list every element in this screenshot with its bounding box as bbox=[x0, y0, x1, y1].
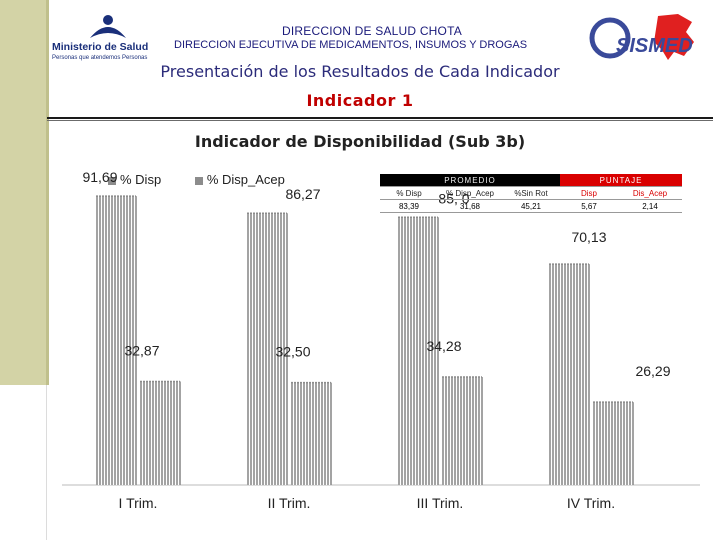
title-rule-thin bbox=[47, 120, 713, 121]
table-val-puntaje-dis-acep: 2,14 bbox=[618, 199, 682, 213]
x-tick-label-4: IV Trim. bbox=[567, 495, 615, 511]
data-label-disp-acep-4: 26,29 bbox=[635, 363, 670, 379]
indicator-label: Indicador 1 bbox=[306, 91, 414, 110]
table-col-sin-rot: %Sin Rot bbox=[502, 186, 560, 200]
table-val-puntaje-disp: 5,67 bbox=[560, 199, 618, 213]
sismed-logo: SISMED bbox=[589, 14, 694, 60]
x-tick-label-1: I Trim. bbox=[119, 495, 158, 511]
data-label-disp-1: 91,69 bbox=[82, 169, 117, 185]
subtitle: Presentación de los Resultados de Cada I… bbox=[160, 62, 560, 81]
table-group-puntaje: PUNTAJE bbox=[560, 174, 682, 187]
table-val-disp-acep: 31,68 bbox=[438, 199, 502, 213]
header-line-2: DIRECCION EJECUTIVA DE MEDICAMENTOS, INS… bbox=[174, 39, 528, 51]
x-tick-label-3: III Trim. bbox=[417, 495, 464, 511]
logo-left-text: Ministerio de Salud bbox=[52, 41, 148, 53]
logo-right-text: SISMED bbox=[616, 35, 693, 57]
left-lower-panel bbox=[0, 385, 47, 540]
table-val-disp: 83,39 bbox=[380, 199, 438, 213]
bar-disp-4 bbox=[549, 263, 590, 485]
data-label-disp-4: 70,13 bbox=[571, 229, 606, 245]
chart-title: Indicador de Disponibilidad (Sub 3b) bbox=[194, 132, 526, 151]
bar-disp-acep-4 bbox=[593, 401, 634, 485]
table-col-disp-acep: % Disp_Acep bbox=[438, 186, 502, 200]
legend-label-disp-acep: % Disp_Acep bbox=[206, 172, 285, 187]
x-tick-label-2: II Trim. bbox=[268, 495, 311, 511]
table-val-sin-rot: 45,21 bbox=[502, 199, 560, 213]
bar-disp-acep-1 bbox=[140, 380, 181, 485]
data-label-disp-2: 86,27 bbox=[285, 186, 320, 202]
chart-legend: % Disp % Disp_Acep bbox=[108, 172, 285, 187]
table-col-puntaje-disp: Disp bbox=[560, 186, 618, 200]
data-label-disp-acep-1: 32,87 bbox=[124, 342, 159, 358]
bar-disp-3 bbox=[398, 216, 439, 485]
header-line-1: DIRECCION DE SALUD CHOTA bbox=[282, 24, 462, 38]
legend-swatch-disp-acep bbox=[194, 176, 203, 185]
table-col-disp: % Disp bbox=[380, 186, 438, 200]
summary-table: PROMEDIO PUNTAJE % Disp % Disp_Acep %Sin… bbox=[380, 174, 682, 213]
table-col-puntaje-dis-acep: Dis_Acep bbox=[618, 186, 682, 200]
title-rule bbox=[47, 117, 713, 119]
data-label-disp-acep-3: 34,28 bbox=[426, 338, 461, 354]
ministerio-emblem-icon bbox=[90, 15, 126, 38]
left-accent-bar bbox=[0, 0, 49, 385]
legend-swatch-disp bbox=[108, 176, 116, 185]
data-label-disp-acep-2: 32,50 bbox=[275, 344, 310, 360]
bar-disp-acep-2 bbox=[291, 381, 332, 485]
peru-map-icon bbox=[654, 14, 694, 60]
bar-disp-2 bbox=[247, 212, 288, 485]
bar-disp-1 bbox=[96, 195, 137, 485]
ministerio-logo: Ministerio de Salud Personas que atendem… bbox=[52, 15, 148, 61]
legend-label-disp: % Disp bbox=[120, 172, 162, 187]
table-group-promedio: PROMEDIO bbox=[380, 174, 560, 187]
bar-disp-acep-3 bbox=[442, 376, 483, 485]
logo-left-tagline: Personas que atendemos Personas bbox=[52, 55, 147, 61]
